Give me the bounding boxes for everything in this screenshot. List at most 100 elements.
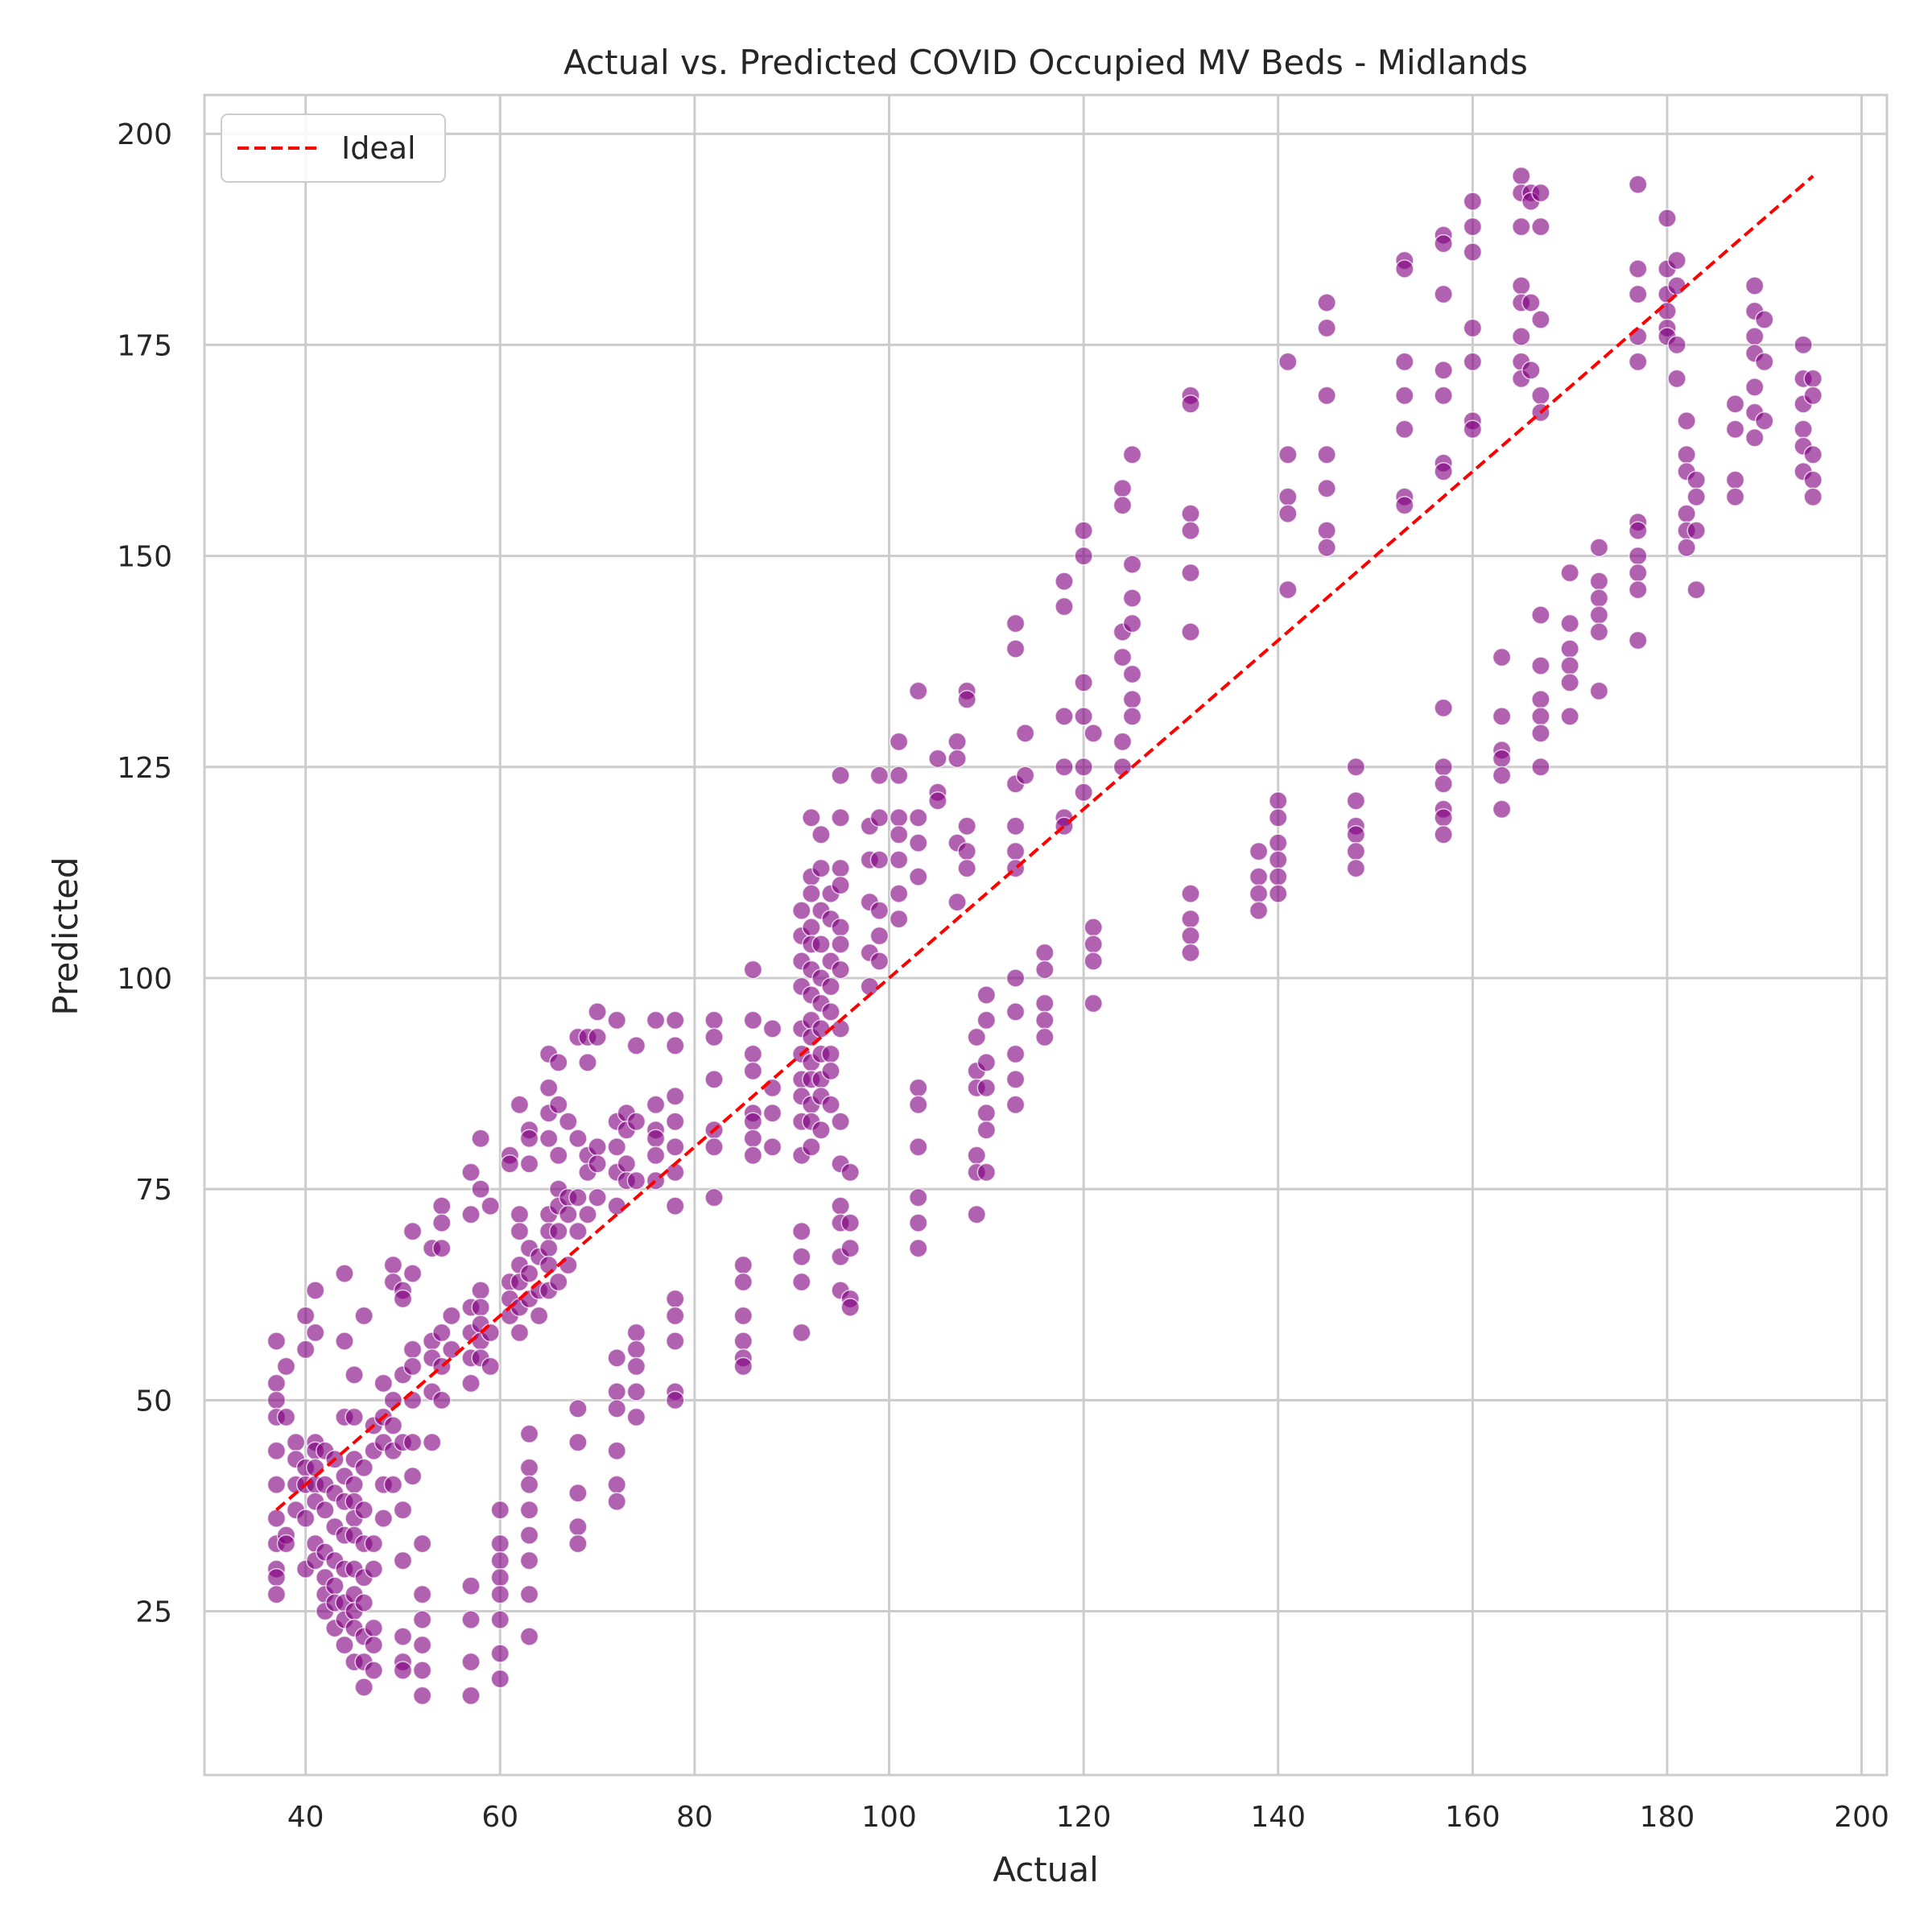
data-point [1667, 276, 1686, 295]
data-point [908, 681, 928, 701]
data-point [1531, 183, 1550, 203]
data-point [1512, 217, 1531, 237]
data-point [1113, 732, 1133, 752]
data-point [345, 1365, 364, 1385]
data-point [266, 1567, 287, 1587]
data-point [743, 1146, 763, 1165]
ideal-line-path [275, 175, 1814, 1512]
data-point [588, 1027, 607, 1047]
data-point [1317, 521, 1336, 540]
data-point [1434, 361, 1453, 380]
data-point [821, 976, 840, 997]
data-point [286, 1433, 306, 1452]
data-point [1122, 664, 1142, 684]
x-tick-label: 40 [287, 1801, 324, 1834]
data-point [345, 1475, 364, 1494]
data-point [325, 1576, 345, 1596]
data-point [568, 1129, 588, 1148]
data-point [704, 1027, 724, 1047]
data-point [665, 1036, 685, 1055]
data-point [461, 1576, 481, 1596]
data-point [1268, 850, 1288, 869]
data-point [1434, 807, 1453, 828]
data-point [1074, 673, 1093, 692]
data-point [412, 1635, 432, 1655]
data-point [831, 1196, 850, 1216]
data-point [490, 1584, 510, 1604]
data-point [743, 1010, 763, 1030]
data-point [1686, 580, 1706, 600]
data-point [1744, 428, 1765, 448]
data-point [1084, 724, 1103, 743]
y-tick-label: 175 [117, 329, 172, 362]
x-tick-label: 160 [1445, 1801, 1501, 1834]
data-point [519, 1550, 539, 1571]
data-point [510, 1095, 530, 1115]
data-point [461, 1652, 481, 1672]
data-point [1560, 613, 1579, 634]
data-point [1628, 630, 1648, 650]
data-point [559, 1112, 578, 1132]
data-point [607, 1348, 626, 1368]
data-point [908, 1238, 928, 1258]
data-point [568, 1483, 588, 1503]
data-point [1181, 622, 1200, 642]
data-point [568, 1433, 588, 1452]
data-point [1005, 816, 1026, 836]
data-point [1113, 758, 1133, 777]
data-point [1463, 318, 1483, 338]
data-point [607, 1492, 626, 1511]
data-point [1346, 858, 1366, 878]
data-point [1667, 369, 1686, 389]
data-point [1755, 352, 1774, 372]
data-point [1317, 293, 1336, 312]
data-point [762, 1019, 782, 1038]
data-point [1686, 521, 1706, 540]
data-point [1317, 478, 1336, 498]
data-point [1434, 386, 1453, 406]
data-point [519, 1424, 539, 1444]
data-point [889, 766, 909, 786]
data-point [1278, 352, 1298, 372]
data-point [442, 1340, 461, 1360]
data-point [266, 1390, 287, 1410]
data-point [1249, 841, 1269, 861]
data-point [412, 1610, 432, 1629]
data-point [1278, 445, 1298, 464]
data-point [1249, 901, 1269, 920]
data-point [295, 1306, 316, 1326]
data-point [831, 935, 850, 954]
data-point [1122, 613, 1142, 634]
data-point [568, 1187, 588, 1208]
data-point [869, 766, 890, 786]
data-point [1492, 707, 1512, 726]
data-point [1122, 555, 1142, 574]
data-point [1531, 386, 1550, 406]
data-point [792, 901, 811, 920]
data-point [422, 1433, 442, 1452]
y-tick-label: 125 [117, 752, 172, 785]
data-point [1346, 758, 1366, 777]
data-point [1268, 867, 1288, 886]
data-point [588, 1002, 607, 1022]
data-point [539, 1078, 559, 1098]
data-point [1278, 580, 1298, 600]
data-point [1278, 487, 1298, 506]
plot-area [203, 93, 1889, 1777]
data-point [665, 1196, 685, 1216]
data-point [1794, 419, 1813, 440]
y-tick-label: 100 [117, 963, 172, 996]
data-point [908, 867, 928, 886]
data-point [1035, 1010, 1055, 1030]
data-point [1434, 824, 1453, 844]
data-point [364, 1618, 383, 1638]
data-point [607, 1382, 626, 1402]
data-point [733, 1331, 753, 1351]
grid [204, 95, 1887, 1775]
data-point [967, 1027, 986, 1047]
data-point [266, 1475, 287, 1494]
data-point [840, 1213, 860, 1232]
data-point [869, 952, 890, 971]
data-point [519, 1525, 539, 1545]
